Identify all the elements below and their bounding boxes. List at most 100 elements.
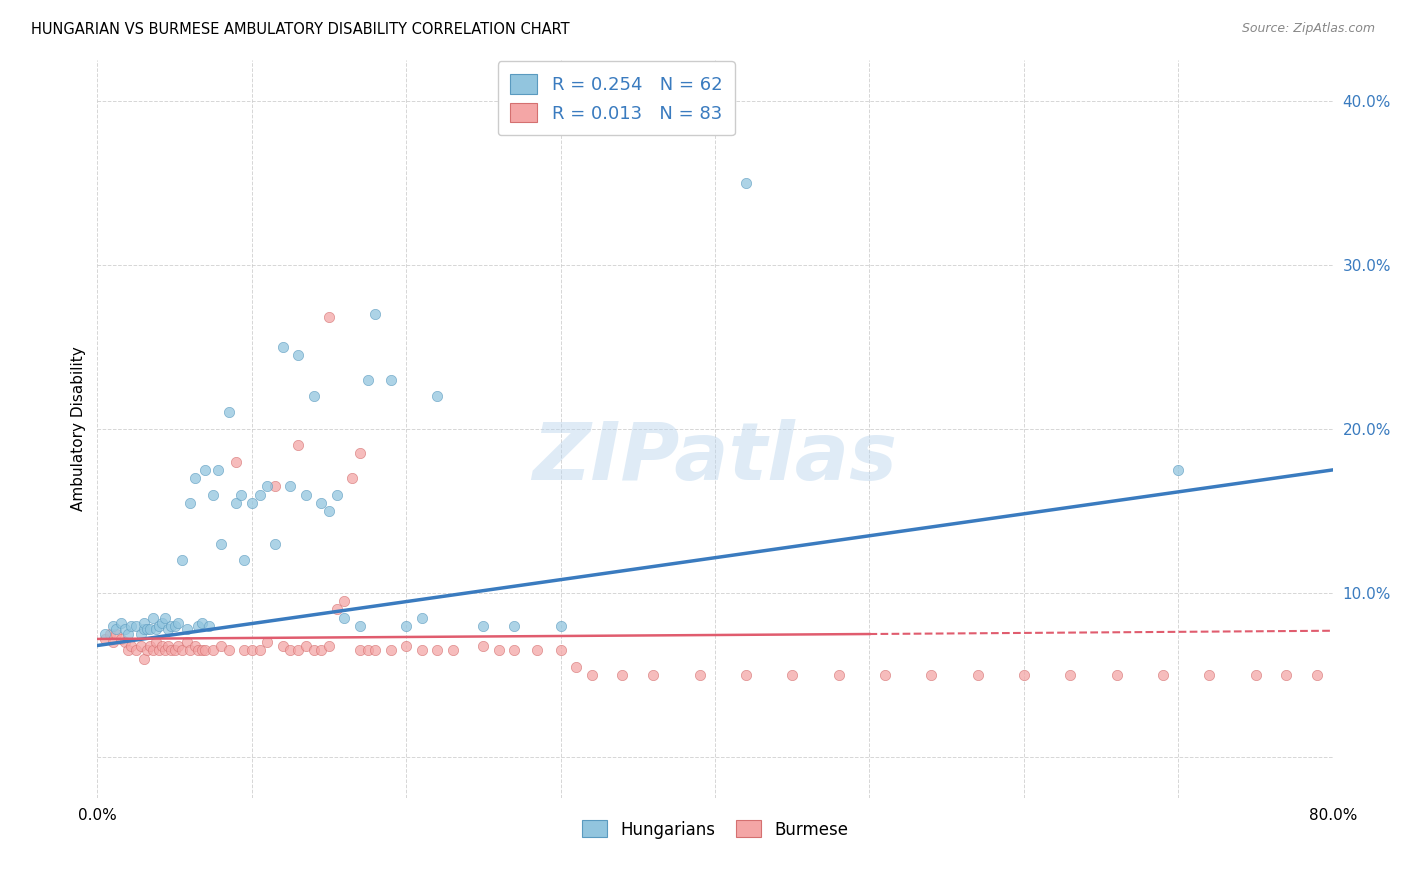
Point [827,668,849,682]
Point [172,553,194,567]
Point [163,619,186,633]
Point [101,635,124,649]
Point [120,619,142,633]
Point [101,619,124,633]
Point [325,602,347,616]
Point [565,660,588,674]
Point [157,622,180,636]
Point [256,635,278,649]
Point [873,668,896,682]
Y-axis label: Ambulatory Disability: Ambulatory Disability [72,346,86,511]
Point [187,619,209,633]
Point [256,479,278,493]
Point [264,479,287,493]
Point [287,438,309,452]
Point [966,668,988,682]
Point [166,639,188,653]
Point [689,668,711,682]
Point [218,643,240,657]
Point [503,619,526,633]
Point [240,496,263,510]
Point [1198,668,1220,682]
Point [325,487,347,501]
Point [581,668,603,682]
Point [364,643,387,657]
Point [172,643,194,657]
Point [364,307,387,321]
Point [166,615,188,630]
Point [287,643,309,657]
Point [148,619,170,633]
Legend: Hungarians, Burmese: Hungarians, Burmese [575,814,855,846]
Point [472,639,495,653]
Point [179,496,201,510]
Point [356,373,378,387]
Point [145,635,167,649]
Point [202,643,225,657]
Point [183,639,205,653]
Point [233,643,256,657]
Point [117,627,139,641]
Text: HUNGARIAN VS BURMESE AMBULATORY DISABILITY CORRELATION CHART: HUNGARIAN VS BURMESE AMBULATORY DISABILI… [31,22,569,37]
Point [280,643,302,657]
Point [163,643,186,657]
Point [191,643,214,657]
Point [125,643,148,657]
Point [411,610,433,624]
Point [735,176,758,190]
Point [1105,668,1128,682]
Point [155,610,177,624]
Point [426,643,449,657]
Point [98,627,121,641]
Point [218,405,240,419]
Point [380,643,402,657]
Text: Source: ZipAtlas.com: Source: ZipAtlas.com [1241,22,1375,36]
Point [612,668,634,682]
Point [333,610,356,624]
Point [145,622,167,636]
Point [318,639,340,653]
Point [920,668,942,682]
Point [1012,668,1035,682]
Point [110,632,132,646]
Point [194,463,217,477]
Point [318,504,340,518]
Point [1306,668,1329,682]
Point [503,643,526,657]
Point [209,639,232,653]
Point [176,635,198,649]
Point [780,668,803,682]
Point [229,487,252,501]
Point [191,615,214,630]
Point [197,619,219,633]
Point [142,643,165,657]
Point [550,643,572,657]
Point [233,553,256,567]
Point [426,389,449,403]
Point [194,643,217,657]
Point [1275,668,1298,682]
Point [271,340,294,354]
Point [1167,463,1189,477]
Point [280,479,302,493]
Point [249,487,271,501]
Point [1059,668,1081,682]
Point [132,622,155,636]
Point [135,622,157,636]
Point [411,643,433,657]
Text: ZIPatlas: ZIPatlas [533,419,897,498]
Point [488,643,510,657]
Point [340,471,363,485]
Point [264,537,287,551]
Point [735,668,758,682]
Point [183,471,205,485]
Point [550,619,572,633]
Point [104,627,127,641]
Point [302,389,325,403]
Point [240,643,263,657]
Point [380,373,402,387]
Point [110,615,132,630]
Point [295,487,318,501]
Point [150,639,173,653]
Point [295,639,318,653]
